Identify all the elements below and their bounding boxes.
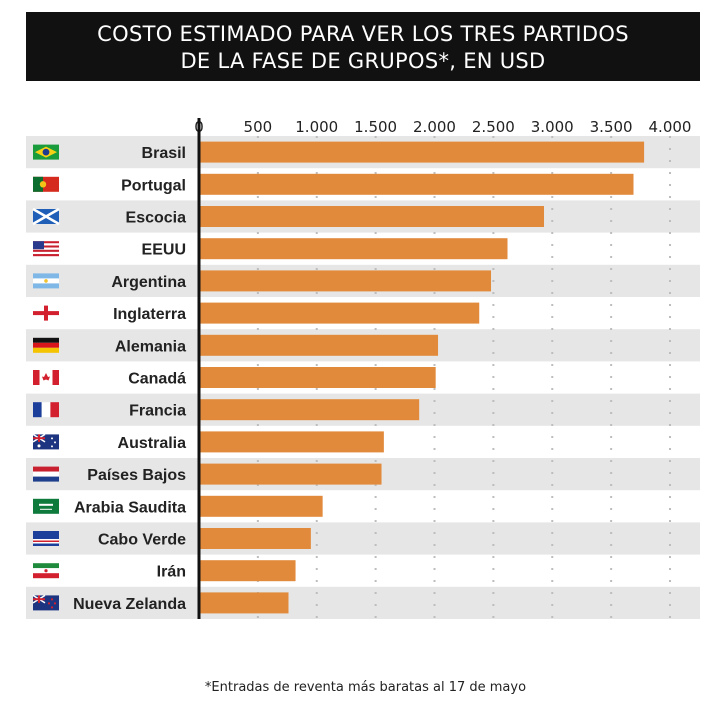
bar — [199, 431, 384, 453]
flag-iran-icon — [33, 563, 59, 579]
bar-chart: 05001.0001.5002.0002.5003.0003.5004.000B… — [26, 118, 700, 619]
flag-scotland-icon — [32, 207, 60, 226]
flag-australia-icon — [32, 433, 59, 450]
chart-title-line-1: COSTO ESTIMADO PARA VER LOS TRES PARTIDO… — [97, 22, 629, 46]
row-stripe — [26, 522, 700, 555]
bar — [199, 463, 382, 485]
x-tick-label: 2.000 — [413, 118, 456, 136]
bar — [199, 141, 645, 163]
bar — [199, 592, 289, 614]
row-stripe — [26, 586, 700, 619]
flag-argentina-icon — [33, 273, 59, 289]
flag-canada-icon — [33, 370, 59, 385]
bar — [199, 367, 436, 388]
flag-england-icon — [33, 305, 59, 321]
category-label: Argentina — [111, 274, 186, 291]
bar — [199, 206, 545, 227]
flag-cape-verde-icon — [33, 531, 59, 546]
category-label: EEUU — [142, 242, 186, 259]
flag-portugal-icon — [33, 176, 59, 192]
flag-netherlands-icon — [33, 466, 59, 482]
x-tick-label: 3.000 — [531, 118, 574, 136]
flag-germany-icon — [33, 337, 59, 353]
chart-title-box: COSTO ESTIMADO PARA VER LOS TRES PARTIDO… — [26, 12, 700, 81]
category-label: Canadá — [128, 371, 186, 388]
category-label: Países Bajos — [87, 467, 186, 484]
bar — [199, 173, 634, 195]
category-label: Escocia — [126, 210, 187, 227]
bar — [199, 302, 480, 324]
bar — [199, 528, 311, 549]
bar — [199, 238, 508, 260]
category-label: Australia — [118, 435, 187, 452]
x-tick-label: 500 — [244, 118, 273, 136]
x-tick-label: 3.500 — [590, 118, 633, 136]
category-label: Arabia Saudita — [74, 499, 186, 516]
category-label: Portugal — [121, 177, 186, 194]
category-label: Irán — [157, 564, 186, 581]
x-tick-label: 1.500 — [354, 118, 397, 136]
category-label: Alemania — [115, 338, 186, 355]
chart-title-line-2: DE LA FASE DE GRUPOS*, EN USD — [180, 49, 546, 73]
bar — [199, 270, 492, 292]
category-label: Brasil — [142, 145, 186, 162]
category-label: Francia — [129, 403, 186, 420]
bar — [199, 399, 420, 421]
category-label: Inglaterra — [113, 306, 186, 323]
flag-saudi-arabia-icon — [33, 498, 59, 514]
category-label: Nueva Zelanda — [73, 596, 186, 613]
x-tick-label: 2.500 — [472, 118, 515, 136]
flag-brazil-icon — [33, 144, 59, 160]
bar — [199, 560, 296, 582]
bar — [199, 334, 439, 356]
x-tick-label: 4.000 — [649, 118, 692, 136]
x-tick-label: 1.000 — [295, 118, 338, 136]
flag-france-icon — [33, 402, 59, 418]
flag-new-zealand-icon — [32, 594, 59, 611]
footnote: *Entradas de reventa más baratas al 17 d… — [204, 680, 527, 695]
category-label: Cabo Verde — [98, 532, 186, 549]
flag-usa-icon — [33, 241, 59, 257]
bar — [199, 495, 323, 517]
